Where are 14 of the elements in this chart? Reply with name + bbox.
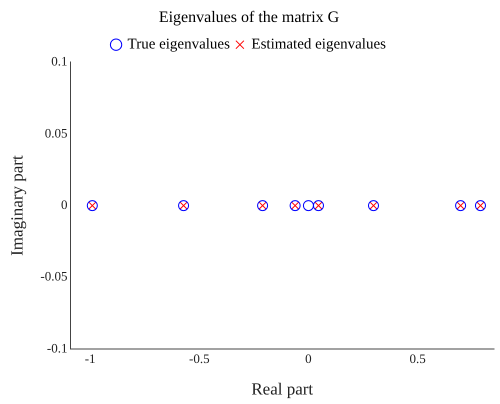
legend-label: Estimated eigenvalues	[251, 36, 386, 53]
legend-label: True eigenvalues	[128, 36, 230, 53]
y-axis-title: Imaginary part	[8, 155, 27, 256]
y-tick-label: -0.05	[40, 268, 68, 284]
x-tick-label: -0.5	[188, 351, 210, 366]
x-tick-label: 0	[305, 351, 312, 366]
y-tick-label: 0.05	[44, 125, 68, 140]
x-tick-label: 0.5	[409, 351, 426, 366]
x-axis-title: Real part	[251, 379, 314, 398]
y-tick-label: -0.1	[46, 340, 68, 356]
chart-title: Eigenvalues of the matrix G	[158, 8, 340, 26]
y-tick-label: 0	[60, 197, 68, 212]
x-tick-label: -1	[84, 351, 96, 366]
y-tick-label: 0.1	[51, 54, 68, 69]
